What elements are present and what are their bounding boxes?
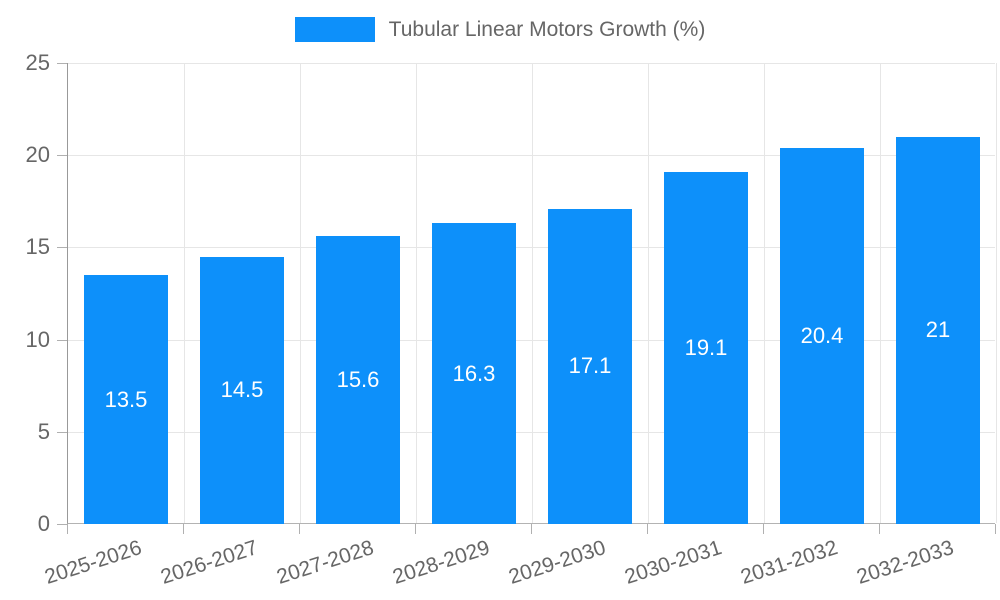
gridline-vertical — [184, 63, 185, 523]
bar-2025-2026[interactable]: 13.5 — [84, 275, 168, 524]
bar-2029-2030[interactable]: 17.1 — [548, 208, 632, 524]
y-tick-label: 5 — [37, 418, 50, 444]
x-tick-label: 2025-2026 — [41, 536, 145, 589]
bar-value-label: 16.3 — [452, 360, 496, 386]
x-tick-mark — [879, 524, 880, 534]
y-tick-mark — [57, 524, 67, 525]
x-tick-mark — [299, 524, 300, 534]
bar-2032-2033[interactable]: 21 — [896, 136, 980, 524]
x-tick-label: 2031-2032 — [737, 536, 841, 589]
bar-value-label: 14.5 — [220, 377, 264, 403]
x-tick-mark — [647, 524, 648, 534]
chart-legend[interactable]: Tubular Linear Motors Growth (%) — [0, 17, 1000, 42]
x-tick-mark — [995, 524, 996, 534]
bar-2030-2031[interactable]: 19.1 — [664, 171, 748, 524]
y-tick-mark — [57, 339, 67, 341]
y-tick-mark — [57, 247, 67, 249]
gridline-vertical — [532, 63, 533, 523]
x-tick-label: 2027-2028 — [273, 536, 377, 589]
bar-2028-2029[interactable]: 16.3 — [432, 223, 516, 524]
gridline-vertical — [416, 63, 417, 523]
x-tick-mark — [67, 524, 68, 534]
bar-2026-2027[interactable]: 14.5 — [200, 256, 284, 524]
bar-2027-2028[interactable]: 15.6 — [316, 236, 400, 524]
bar-value-label: 21 — [925, 317, 951, 343]
y-tick-label: 15 — [25, 234, 50, 260]
bar-value-label: 13.5 — [104, 386, 148, 412]
legend-swatch — [294, 17, 375, 42]
x-tick-label: 2026-2027 — [157, 536, 261, 589]
gridline-horizontal — [68, 339, 995, 341]
x-tick-mark — [415, 524, 416, 534]
bar-value-label: 19.1 — [684, 334, 728, 360]
bar-value-label: 17.1 — [568, 353, 612, 379]
bar-value-label: 15.6 — [336, 367, 380, 393]
x-tick-label: 2028-2029 — [389, 536, 493, 589]
y-tick-mark — [57, 63, 67, 64]
gridline-horizontal — [68, 63, 995, 64]
gridline-horizontal — [68, 155, 995, 157]
plot-area: 13.5 14.5 15.6 16.3 17.1 19.1 20.4 21 — [67, 63, 997, 524]
gridline-vertical — [648, 63, 649, 523]
x-tick-mark — [531, 524, 532, 534]
gridline-vertical — [996, 63, 997, 523]
gridline-horizontal — [68, 247, 995, 249]
gridline-vertical — [764, 63, 765, 523]
x-tick-mark — [763, 524, 764, 534]
x-tick-label: 2032-2033 — [853, 536, 957, 589]
gridline-vertical — [300, 63, 301, 523]
x-tick-mark — [183, 524, 184, 534]
y-tick-mark — [57, 431, 67, 433]
y-tick-label: 10 — [25, 326, 50, 352]
y-tick-label: 0 — [37, 511, 50, 536]
x-tick-label: 2030-2031 — [621, 536, 725, 589]
legend-label: Tubular Linear Motors Growth (%) — [388, 17, 706, 41]
bar-value-label: 20.4 — [800, 322, 844, 348]
bar-2031-2032[interactable]: 20.4 — [780, 147, 864, 524]
gridline-horizontal — [68, 431, 995, 433]
y-tick-mark — [57, 155, 67, 157]
x-tick-label: 2029-2030 — [505, 536, 609, 589]
gridline-vertical — [880, 63, 881, 523]
y-tick-label: 20 — [25, 142, 50, 168]
y-tick-label: 25 — [25, 50, 50, 75]
